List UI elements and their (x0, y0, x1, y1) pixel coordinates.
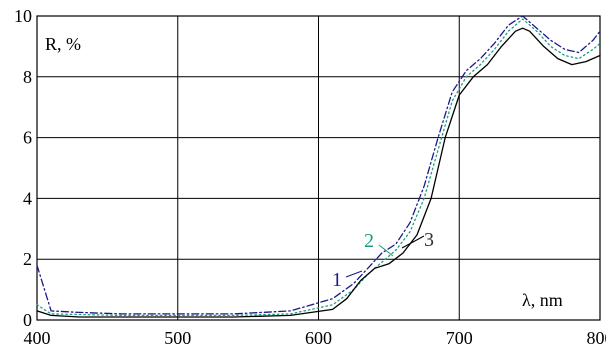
x-axis-label-bg (512, 288, 592, 314)
x-tick-label: 800 (587, 328, 606, 348)
y-tick-label: 4 (23, 188, 32, 208)
y-tick-label: 8 (23, 67, 32, 87)
tick-labels: 400 500 600 700 800 0 2 4 6 8 10 (14, 6, 606, 348)
series-line-1 (36, 15, 601, 315)
y-axis-label: R, % (45, 34, 81, 54)
grid (36, 15, 601, 321)
x-tick-label: 400 (24, 328, 51, 348)
y-tick-label: 10 (14, 6, 32, 26)
curve-label-1-leader (345, 270, 363, 278)
curve-label-2-leader (378, 244, 394, 257)
x-tick-label: 700 (446, 328, 473, 348)
y-tick-label: 0 (23, 310, 32, 330)
curve-label-3: 3 (401, 229, 434, 251)
curve-label-1-text: 1 (332, 269, 342, 291)
y-tick-label: 6 (23, 128, 32, 148)
curve-label-3-text: 3 (424, 229, 434, 251)
x-tick-label: 500 (164, 328, 191, 348)
x-tick-label: 600 (305, 328, 332, 348)
series-layer (36, 15, 601, 318)
y-tick-label: 2 (23, 249, 32, 269)
curve-label-2-text: 2 (364, 230, 374, 252)
series-line-2 (36, 18, 601, 317)
curve-label-3-leader (401, 235, 425, 249)
plot-frame (36, 15, 601, 321)
series-line-3 (36, 27, 601, 318)
x-axis-label: λ, nm (522, 290, 563, 310)
curve-label-1: 1 (332, 269, 363, 291)
curve-label-2: 2 (364, 230, 394, 257)
